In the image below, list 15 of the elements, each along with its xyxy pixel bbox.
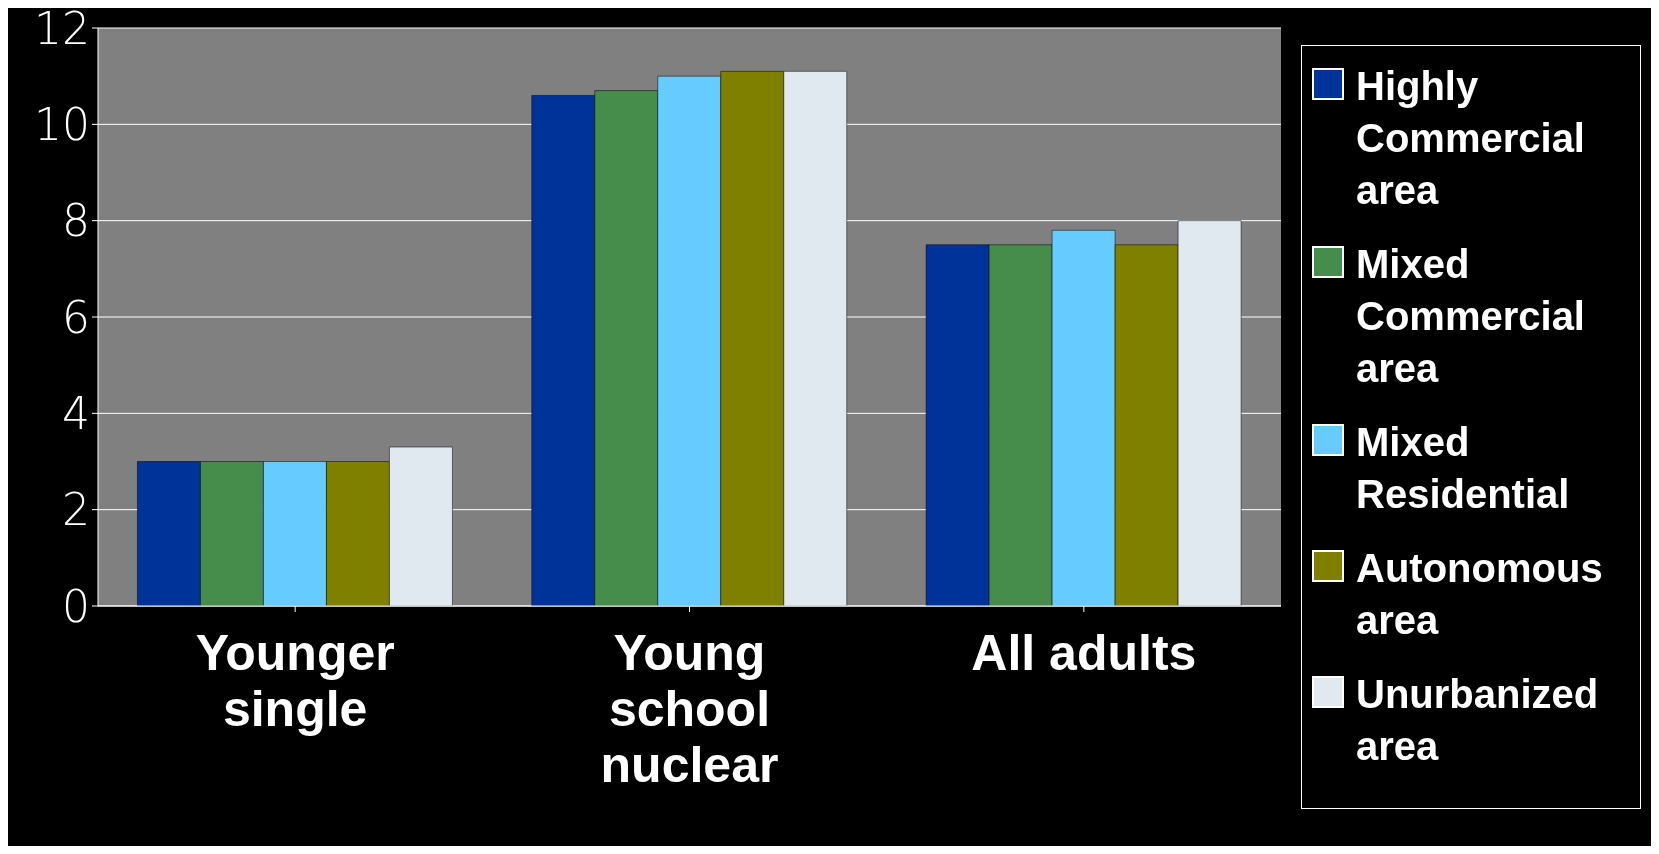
y-tick-label: 4: [62, 387, 90, 439]
x-tick-label: All adults: [971, 625, 1197, 681]
y-tick-label: 6: [62, 291, 90, 343]
x-tick-label: Young school nuclear: [600, 625, 779, 793]
legend-label: Mixed Residential: [1356, 419, 1571, 518]
y-tick-label: 2: [62, 484, 90, 536]
y-tick-label: 12: [34, 2, 90, 54]
y-tick-label: 10: [34, 98, 90, 150]
legend-label: Unurbanized area: [1356, 671, 1600, 770]
x-tick-label: Younger single: [195, 625, 395, 737]
legend-label: Autonomous area: [1356, 545, 1604, 644]
y-tick-label: 8: [62, 195, 90, 247]
legend-label: Highly Commercial area: [1356, 63, 1586, 214]
y-tick-label: 0: [62, 580, 90, 632]
legend-label: Mixed Commercial area: [1356, 241, 1586, 392]
